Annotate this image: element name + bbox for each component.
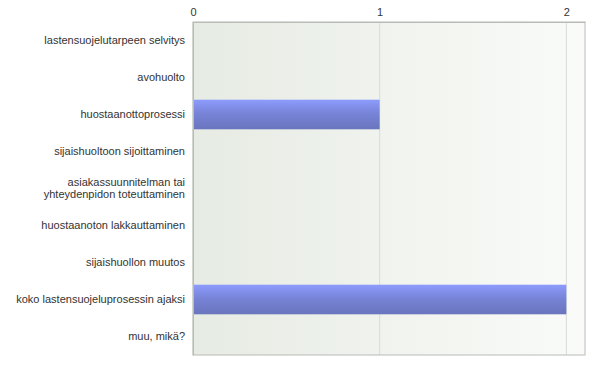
- tick: 1: [377, 6, 383, 22]
- category-label: huostaanoton lakkauttaminen: [41, 219, 185, 231]
- tick-label: 2: [564, 6, 570, 18]
- chart: 0 1 2 lastensuojelutarpeen selvitys avohuolt…: [0, 0, 600, 373]
- category-label: sijaishuoltoon sijoittaminen: [54, 145, 185, 157]
- category-label: asiakassuunnitelman taiyhteydenpidon tot…: [44, 176, 185, 201]
- x-axis: 0 1 2: [190, 6, 585, 23]
- category-label: muu, mikä?: [128, 330, 185, 342]
- tick-label: 0: [190, 6, 196, 18]
- category-label: huostaanottoprosessi: [80, 108, 185, 120]
- y-axis: lastensuojelutarpeen selvitys avohuolto hu…: [16, 23, 193, 356]
- plot: 0 1 2 lastensuojelutarpeen selvitys avohuolt…: [16, 6, 585, 356]
- plot-frame: [193, 22, 585, 355]
- tick: sijaishuollon muutos: [86, 256, 193, 268]
- tick: lastensuojelutarpeen selvitys: [44, 34, 193, 46]
- plot-background: [193, 22, 585, 355]
- tick: asiakassuunnitelman taiyhteydenpidon tot…: [44, 176, 193, 201]
- tick: 2: [564, 6, 570, 22]
- bars: [193, 100, 566, 315]
- category-label: avohuolto: [137, 71, 185, 83]
- tick: sijaishuoltoon sijoittaminen: [54, 145, 193, 157]
- category-label: sijaishuollon muutos: [86, 256, 186, 268]
- bar: [193, 285, 566, 315]
- axis-line: [194, 22, 586, 23]
- tick: muu, mikä?: [128, 330, 193, 342]
- tick: huostaanottoprosessi: [80, 108, 193, 120]
- tick: avohuolto: [137, 71, 193, 83]
- tick: koko lastensuojeluprosessin ajaksi: [16, 293, 193, 305]
- axis-line: [193, 23, 194, 356]
- tick-label: 1: [377, 6, 383, 18]
- tick: 0: [190, 6, 196, 22]
- category-label: koko lastensuojeluprosessin ajaksi: [16, 293, 185, 305]
- grid: [193, 22, 566, 355]
- category-label: lastensuojelutarpeen selvitys: [44, 34, 185, 46]
- bar: [193, 100, 380, 130]
- tick: huostaanoton lakkauttaminen: [41, 219, 193, 231]
